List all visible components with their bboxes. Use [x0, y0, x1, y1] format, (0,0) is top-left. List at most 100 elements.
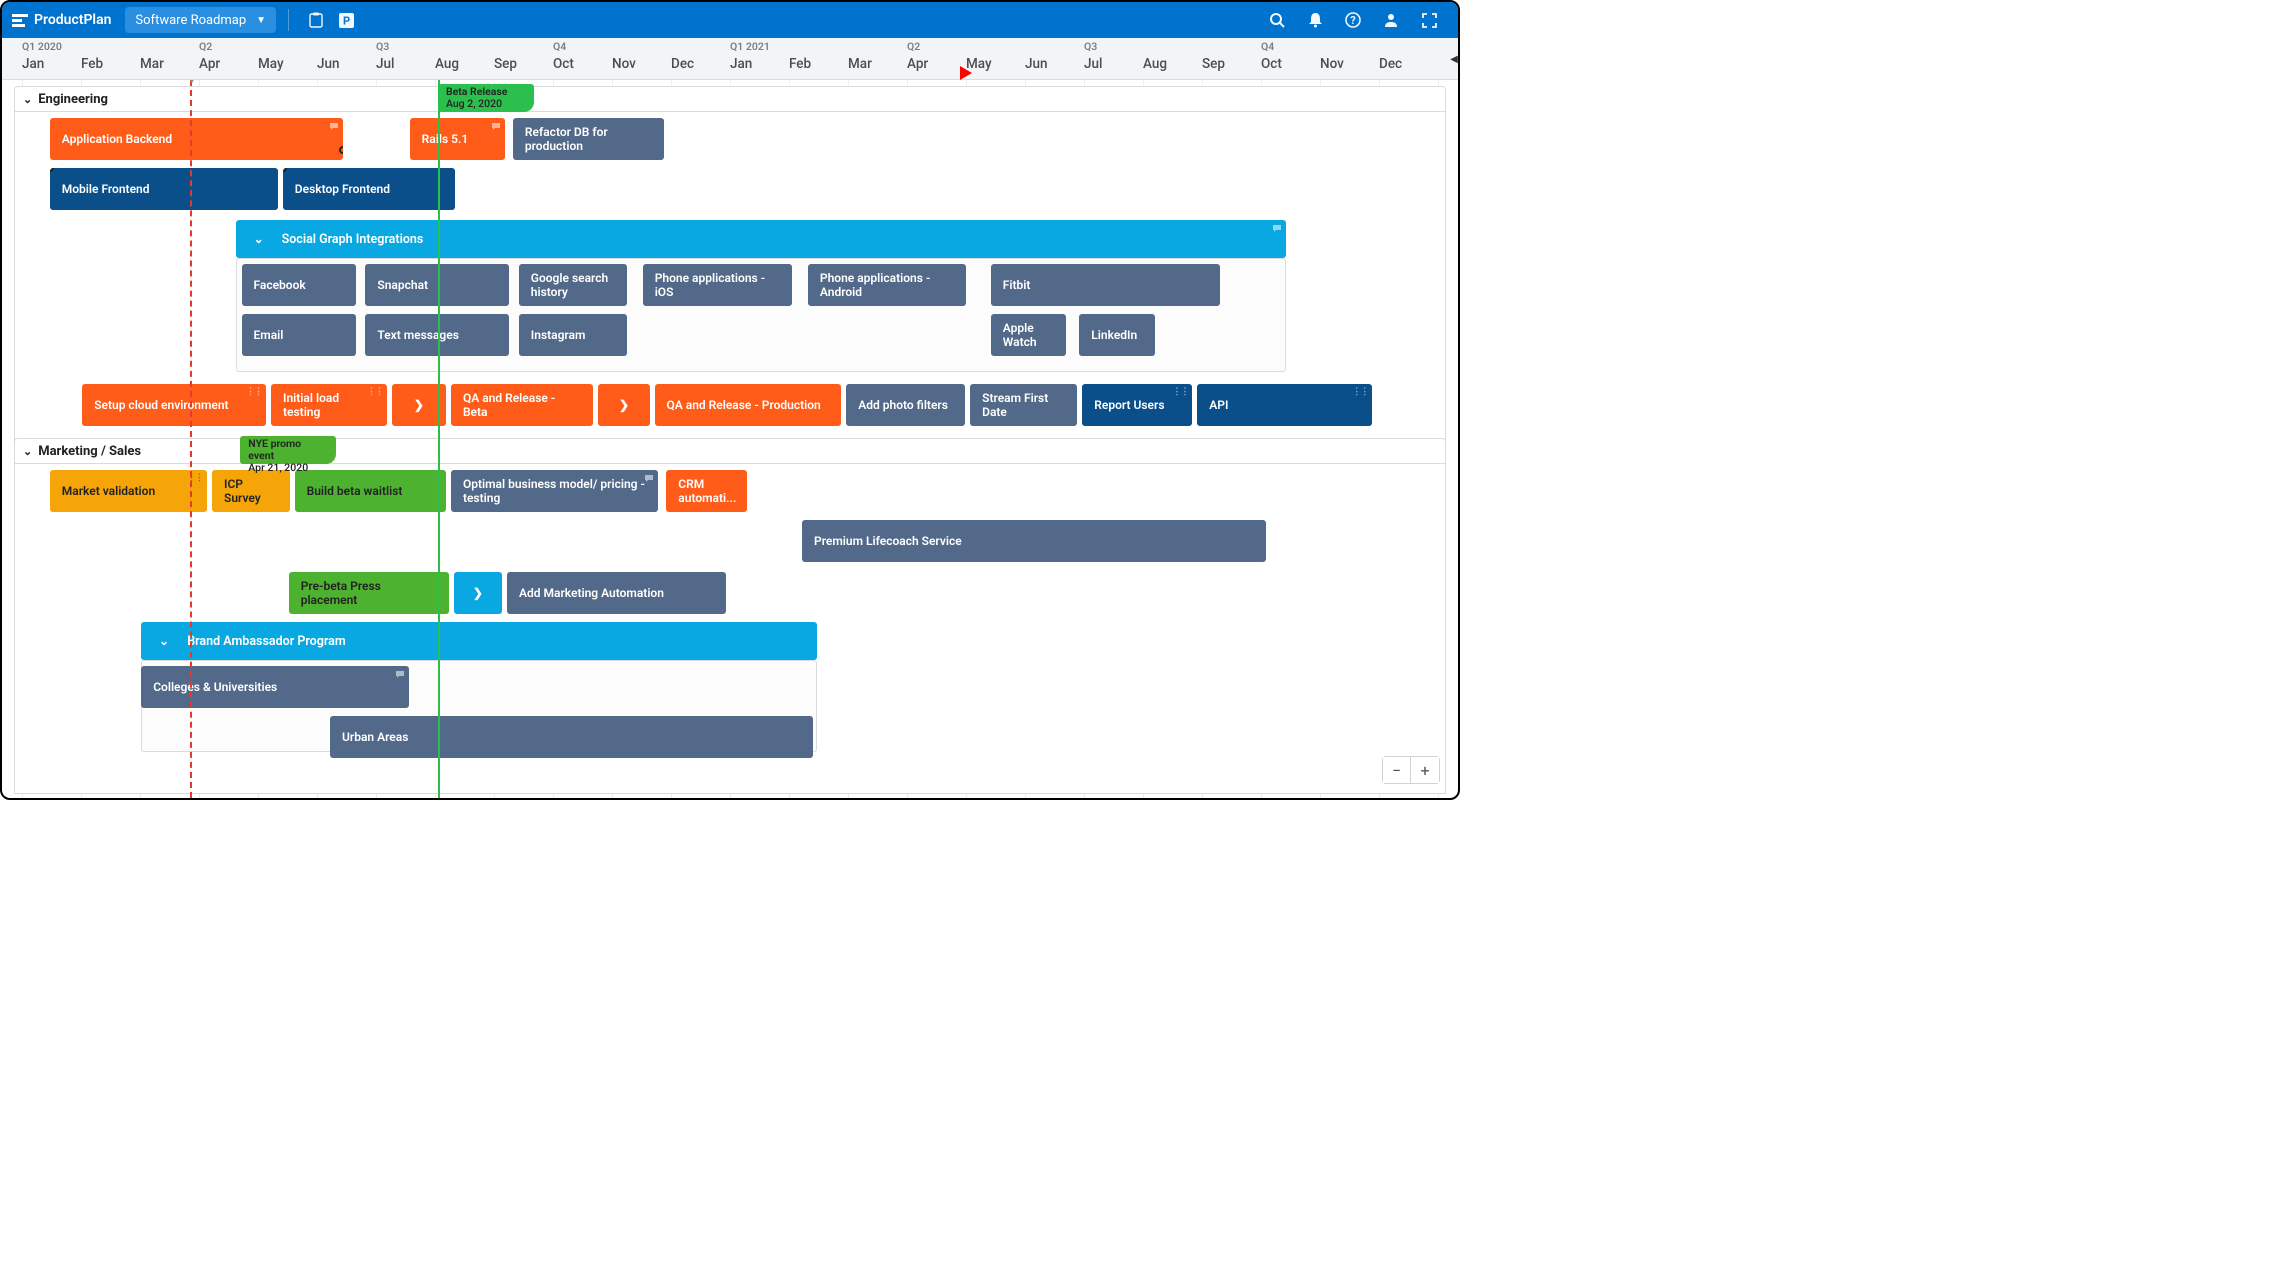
link-dot-icon[interactable]: [50, 168, 54, 172]
roadmap-bar[interactable]: QA and Release - Production: [655, 384, 842, 426]
bar-label: Phone applications - iOS: [655, 271, 780, 299]
bar-label: Snapchat: [377, 278, 428, 292]
bar-label: Report Users: [1094, 398, 1164, 412]
roadmap-bar[interactable]: CRM automati...: [666, 470, 747, 512]
milestone-date: Aug 2, 2020: [446, 98, 526, 110]
roadmap-bar[interactable]: QA and Release - Beta: [451, 384, 594, 426]
canvas[interactable]: − + ⌄Engineering Application Backend Rails…: [2, 80, 1458, 798]
zoom-out-button[interactable]: −: [1383, 757, 1411, 783]
quarter-label: Q2: [199, 40, 212, 53]
month-label: Apr: [907, 56, 928, 72]
comment-icon[interactable]: [491, 121, 501, 131]
logo[interactable]: ProductPlan: [12, 12, 111, 28]
roadmap-bar[interactable]: Premium Lifecoach Service: [802, 520, 1266, 562]
lane-body: Market validation⋮⋮ICP SurveyBuild beta …: [14, 464, 1446, 794]
comment-icon[interactable]: [329, 121, 339, 131]
roadmap-bar[interactable]: Mobile Frontend: [50, 168, 278, 210]
fullscreen-icon[interactable]: [1418, 9, 1440, 31]
lane-header[interactable]: ⌄Engineering: [14, 86, 1446, 112]
roadmap-bar[interactable]: Initial load testing⋮⋮: [271, 384, 387, 426]
drag-handle-icon[interactable]: ⋮⋮: [246, 387, 262, 397]
app-window: ProductPlan Software Roadmap ▼ P ? Q1 20…: [0, 0, 1460, 800]
bar-label: Fitbit: [1003, 278, 1031, 292]
container-bar[interactable]: ⌄Brand Ambassador Program: [141, 622, 817, 660]
roadmap-bar[interactable]: LinkedIn: [1079, 314, 1155, 356]
month-label: Sep: [1202, 56, 1225, 72]
drag-handle-icon[interactable]: ⋮⋮: [1172, 387, 1188, 397]
bar-label: Email: [254, 328, 284, 342]
drag-handle-icon[interactable]: ⋮⋮: [367, 387, 383, 397]
flag-marker-icon[interactable]: [960, 66, 972, 80]
zoom-in-button[interactable]: +: [1411, 757, 1439, 783]
month-label: Nov: [612, 56, 636, 72]
user-icon[interactable]: [1380, 9, 1402, 31]
roadmap-bar[interactable]: Facebook: [242, 264, 356, 306]
roadmap-bar[interactable]: Phone applications - Android: [808, 264, 966, 306]
chevron-down-icon: ⌄: [23, 445, 32, 458]
collapse-sidebar-icon[interactable]: ◀: [1449, 38, 1458, 80]
roadmap-bar[interactable]: Desktop Frontend: [283, 168, 455, 210]
roadmap-bar[interactable]: Phone applications - iOS: [643, 264, 792, 306]
roadmap-bar[interactable]: Optimal business model/ pricing - testin…: [451, 470, 658, 512]
chevron-right-icon: ❯: [619, 398, 629, 412]
month-label: Dec: [1379, 56, 1402, 72]
quarter-label: Q1 2021: [730, 40, 770, 53]
month-label: Aug: [435, 56, 459, 72]
month-label: Dec: [671, 56, 694, 72]
container-bar[interactable]: ⌄Social Graph Integrations: [236, 220, 1286, 258]
roadmap-bar[interactable]: Colleges & Universities: [141, 666, 408, 708]
topbar-right: ?: [1258, 9, 1448, 31]
parking-icon[interactable]: P: [335, 9, 357, 31]
roadmap-bar[interactable]: Google search history: [519, 264, 627, 306]
roadmap-bar[interactable]: Build beta waitlist: [295, 470, 446, 512]
roadmap-bar[interactable]: ❯: [598, 384, 649, 426]
lane: ⌄Marketing / SalesMarket validation⋮⋮ICP…: [14, 438, 1446, 794]
roadmap-bar[interactable]: Apple Watch: [991, 314, 1067, 356]
roadmap-bar[interactable]: Instagram: [519, 314, 627, 356]
month-label: Mar: [140, 56, 164, 72]
roadmap-bar[interactable]: Pre-beta Press placement: [289, 572, 449, 614]
month-label: Oct: [1261, 56, 1282, 72]
drag-handle-icon[interactable]: ⋮⋮: [1352, 387, 1368, 397]
logo-text: ProductPlan: [34, 12, 111, 28]
roadmap-bar[interactable]: Application Backend: [50, 118, 343, 160]
chevron-right-icon: ❯: [414, 398, 424, 412]
clipboard-icon[interactable]: [305, 9, 327, 31]
bar-label: Facebook: [254, 278, 306, 292]
roadmap-bar[interactable]: Report Users ⋮⋮: [1082, 384, 1192, 426]
search-icon[interactable]: [1266, 9, 1288, 31]
roadmap-bar[interactable]: Rails 5.1: [410, 118, 505, 160]
milestone[interactable]: Beta ReleaseAug 2, 2020: [438, 84, 534, 112]
help-icon[interactable]: ?: [1342, 9, 1364, 31]
bar-label: Setup cloud environment: [94, 398, 228, 412]
roadmap-bar[interactable]: API ⋮⋮: [1197, 384, 1372, 426]
bar-label: Colleges & Universities: [153, 680, 277, 694]
link-dot-icon[interactable]: [283, 168, 287, 172]
bar-label: API: [1209, 398, 1228, 412]
roadmap-bar[interactable]: Urban Areas: [330, 716, 813, 758]
roadmap-bar[interactable]: Stream First Date: [970, 384, 1077, 426]
roadmap-bar[interactable]: Market validation⋮⋮: [50, 470, 207, 512]
roadmap-bar[interactable]: Email: [242, 314, 356, 356]
link-dot-icon[interactable]: [339, 146, 343, 154]
bar-label: Premium Lifecoach Service: [814, 534, 962, 548]
svg-text:?: ?: [1350, 14, 1356, 27]
lane-header[interactable]: ⌄Marketing / Sales: [14, 438, 1446, 464]
roadmap-bar[interactable]: Refactor DB for production: [513, 118, 664, 160]
comment-icon[interactable]: [395, 669, 405, 679]
bar-label: Apple Watch: [1003, 321, 1055, 350]
roadmap-bar[interactable]: Fitbit: [991, 264, 1220, 306]
comment-icon[interactable]: [644, 473, 654, 483]
bar-label: Optimal business model/ pricing - testin…: [463, 477, 646, 506]
bell-icon[interactable]: [1304, 9, 1326, 31]
comment-icon[interactable]: [1272, 223, 1282, 233]
roadmap-bar[interactable]: Add photo filters: [846, 384, 965, 426]
month-label: Mar: [848, 56, 872, 72]
roadmap-bar[interactable]: ❯: [454, 572, 502, 614]
roadmap-selector[interactable]: Software Roadmap ▼: [125, 7, 276, 33]
roadmap-bar[interactable]: Add Marketing Automation: [507, 572, 726, 614]
roadmap-bar[interactable]: Setup cloud environment ⋮⋮: [82, 384, 266, 426]
roadmap-bar[interactable]: ICP Survey: [212, 470, 290, 512]
milestone[interactable]: NYE promo eventApr 21, 2020: [240, 436, 336, 464]
month-label: Jul: [376, 56, 394, 72]
